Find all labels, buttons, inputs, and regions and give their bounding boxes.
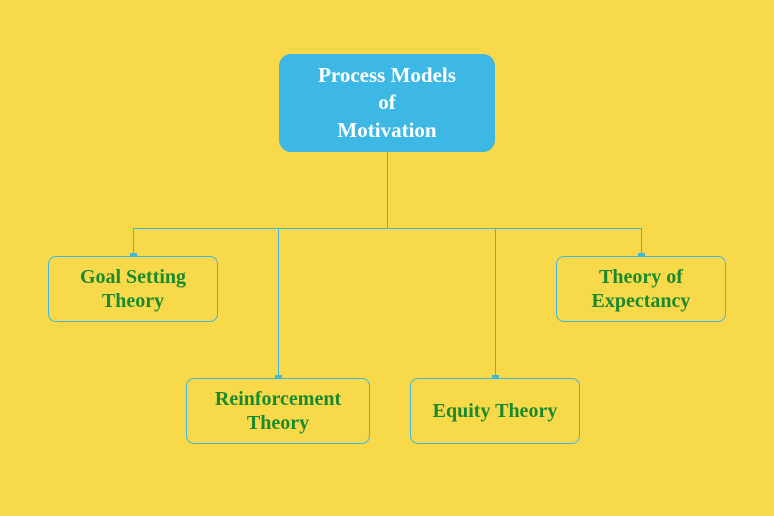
child-node-1: Reinforcement Theory (186, 378, 370, 444)
child-node-0: Goal Setting Theory (48, 256, 218, 322)
connector-line (495, 228, 496, 378)
root-node: Process Models of Motivation (279, 54, 495, 152)
connector-line (278, 228, 279, 378)
connector-line (641, 228, 642, 256)
connector-line (133, 228, 134, 256)
child-node-3: Theory of Expectancy (556, 256, 726, 322)
connector-line (387, 152, 388, 228)
child-node-2: Equity Theory (410, 378, 580, 444)
connector-line (133, 228, 641, 229)
